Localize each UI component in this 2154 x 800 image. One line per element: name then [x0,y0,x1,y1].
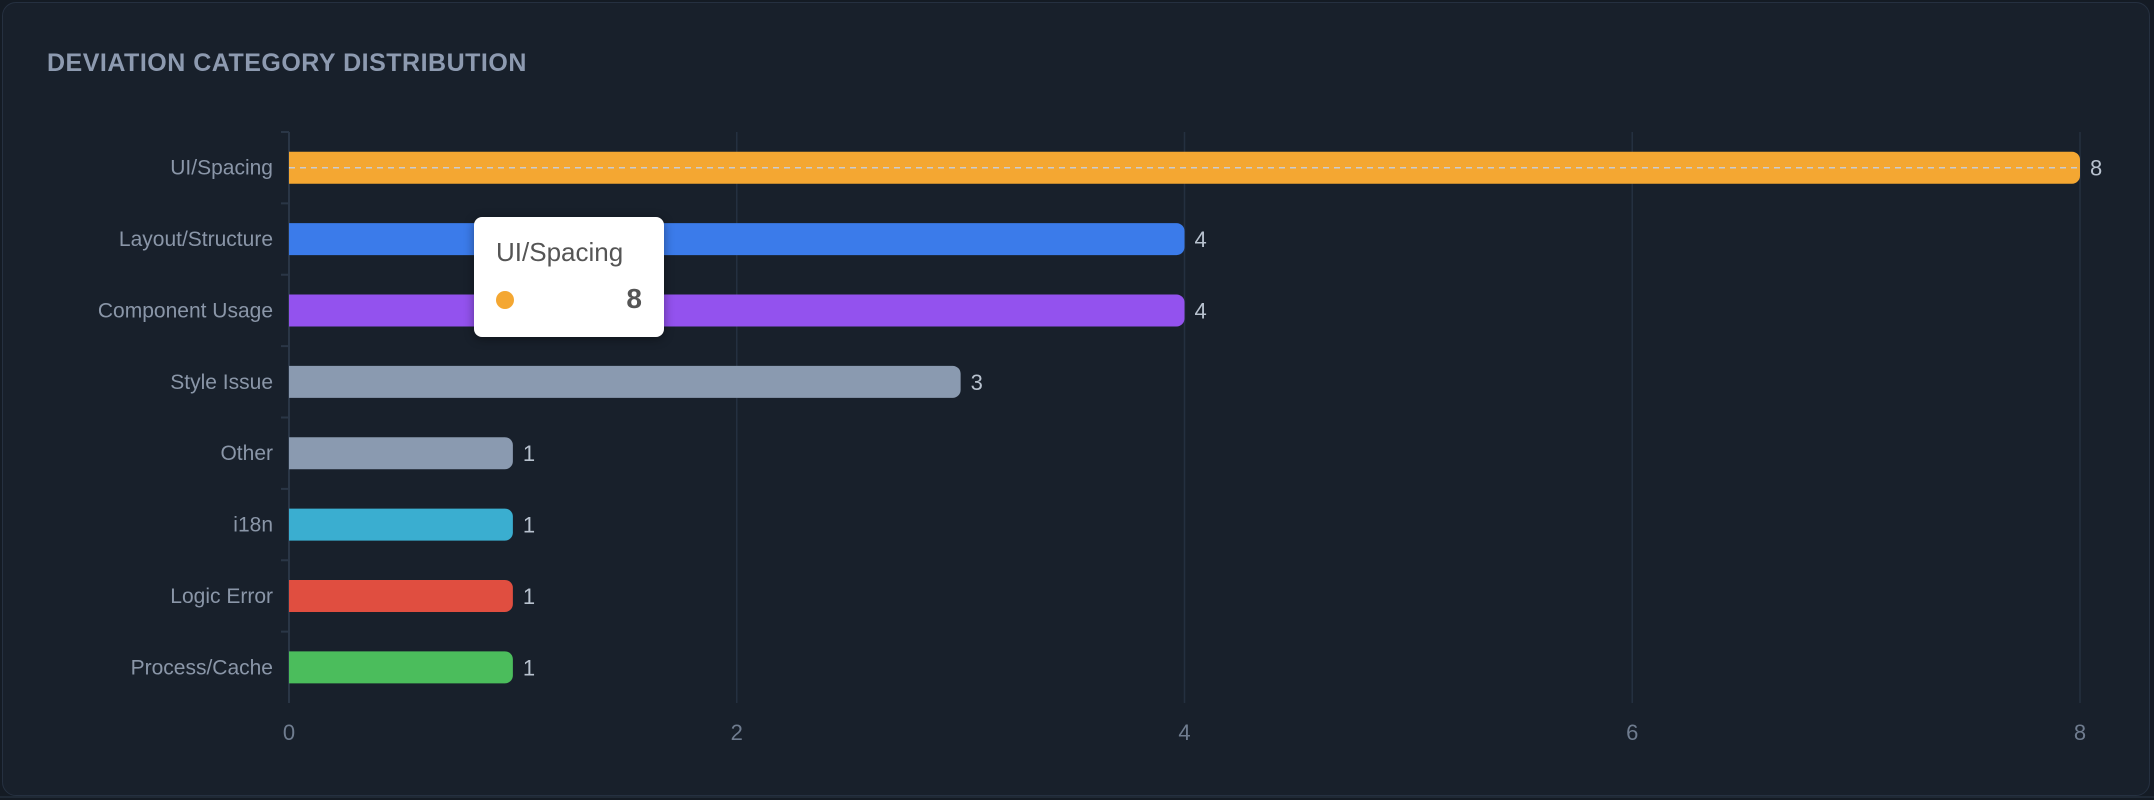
bar-value-label: 1 [523,655,535,680]
bar [289,508,513,541]
bar-value-label: 1 [523,513,535,538]
chart-title: DEVIATION CATEGORY DISTRIBUTION [47,49,527,77]
bar-value-label: 3 [971,370,983,395]
x-tick-label: 6 [1626,720,1638,745]
tooltip-category: UI/Spacing [496,237,624,267]
x-tick-label: 0 [283,720,295,745]
y-tick-label: UI/Spacing [170,157,273,180]
tooltip: UI/Spacing 8 [474,217,664,337]
bar [289,651,513,684]
y-tick-label: i18n [233,514,273,537]
y-tick-label: Style Issue [170,371,273,394]
bar [289,365,961,398]
bar-value-label: 1 [523,584,535,609]
bar-value-label: 8 [2090,156,2102,181]
bar [289,223,1185,256]
bar [289,437,513,470]
tooltip-value: 8 [626,283,642,314]
x-tick-label: 8 [2074,720,2086,745]
y-tick-label: Layout/Structure [119,228,273,251]
y-tick-label: Logic Error [170,585,273,608]
x-tick-label: 2 [731,720,743,745]
y-tick-label: Process/Cache [131,656,273,679]
bar-value-label: 4 [1195,227,1207,252]
tooltip-series-dot-icon [496,291,514,309]
y-tick-label: Component Usage [98,299,273,322]
bar [289,294,1185,327]
x-tick-label: 4 [1178,720,1190,745]
bar [289,579,513,612]
y-tick-label: Other [220,442,273,465]
bar-value-label: 4 [1195,298,1207,323]
bar-value-label: 1 [523,441,535,466]
